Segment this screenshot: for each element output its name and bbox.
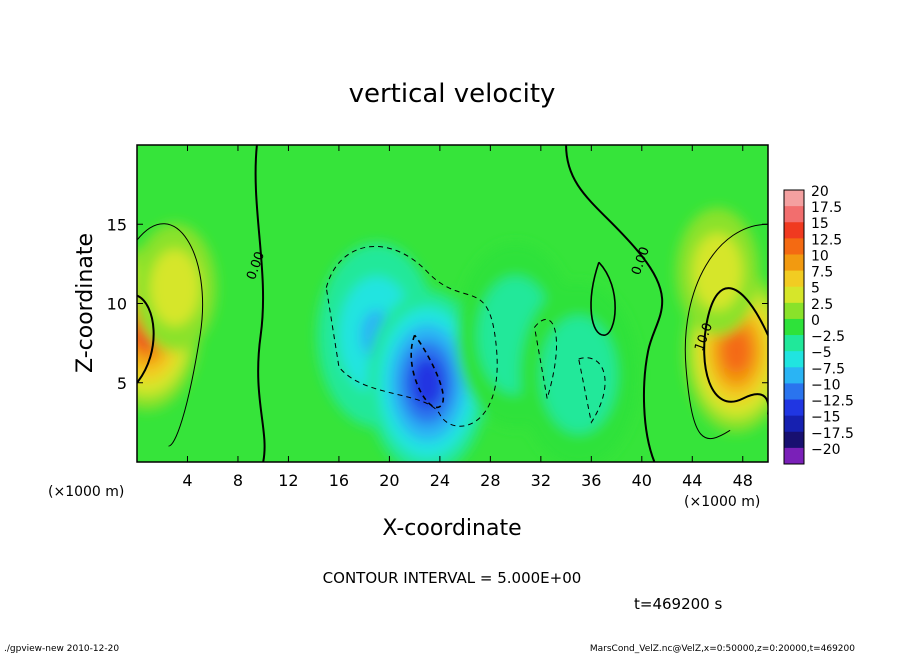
contour-five-right [684, 223, 768, 440]
x-tick-label-3: 16 [329, 471, 349, 490]
colorbar-label-16: −20 [811, 442, 841, 458]
colorbar-label-4: 10 [811, 248, 829, 264]
colorbar-swatch-8 [784, 318, 804, 336]
contour-five-left [137, 223, 204, 447]
colorbar-swatch-16 [784, 447, 804, 465]
colorbar-swatch-10 [784, 351, 804, 368]
field-region-7-4 [562, 349, 595, 400]
colorbar-label-7: 2.5 [811, 297, 833, 313]
footer-left: ./gpview-new 2010-12-20 [4, 644, 119, 654]
colorbar-swatch-13 [784, 399, 804, 417]
colorbar-label-0: 20 [811, 184, 829, 200]
colorbar-label-14: −15 [811, 410, 841, 426]
colorbar-swatch-1 [784, 206, 804, 223]
colorbar-swatch-0 [784, 190, 804, 207]
colorbar-label-11: −7.5 [811, 361, 845, 377]
x-units-right: (×1000 m) [684, 494, 760, 510]
colorbar: 2017.51512.5107.552.50−2.5−5−7.5−10−12.5… [783, 184, 854, 465]
colorbar-label-12: −10 [811, 377, 841, 393]
contour-negative-small [533, 318, 557, 399]
colorbar-label-6: 5 [811, 281, 820, 297]
x-tick-label-6: 28 [480, 471, 500, 490]
colorbar-swatch-6 [784, 286, 804, 304]
contour-lines [137, 145, 768, 462]
field-blobs [137, 207, 768, 462]
colorbar-swatch-5 [784, 270, 804, 288]
colorbar-swatch-2 [784, 222, 804, 239]
x-tick-label-9: 40 [632, 471, 652, 490]
colorbar-label-8: 0 [811, 313, 820, 329]
colorbar-swatch-11 [784, 367, 804, 384]
field-region-2-1 [150, 249, 200, 327]
x-tick-label-1: 8 [233, 471, 243, 490]
x-tick-label-7: 32 [531, 471, 551, 490]
x-axis-label: X-coordinate [382, 516, 521, 541]
x-tick-label-0: 4 [182, 471, 192, 490]
colorbar-swatch-4 [784, 254, 804, 272]
colorbar-label-13: −12.5 [811, 394, 854, 410]
contour-ten-left [137, 294, 155, 384]
field-region-1-4 [722, 328, 751, 374]
colorbar-label-5: 7.5 [811, 265, 833, 281]
x-tick-label-11: 48 [733, 471, 753, 490]
x-units-left: (×1000 m) [48, 484, 124, 500]
x-tick-label-10: 44 [682, 471, 702, 490]
x-tick-label-5: 24 [430, 471, 450, 490]
contour-zero-left [254, 145, 266, 462]
colorbar-label-15: −17.5 [811, 426, 854, 442]
contour-ten-right [703, 287, 768, 415]
contour-strong-downdraft [410, 334, 445, 409]
contour-zero-island [590, 261, 616, 337]
x-axis: 4 8 12 16 20 24 28 32 36 40 44 48 [182, 145, 753, 490]
contour-interval: CONTOUR INTERVAL = 5.000E+00 [323, 569, 582, 587]
y-tick-label-2: 15 [107, 215, 127, 234]
colorbar-label-3: 12.5 [811, 232, 842, 248]
colorbar-swatch-9 [784, 335, 804, 352]
x-tick-label-4: 20 [379, 471, 399, 490]
chart-title: vertical velocity [349, 79, 556, 109]
field-region-3-1 [692, 233, 743, 311]
x-tick-label-2: 12 [278, 471, 298, 490]
colorbar-frame [783, 189, 805, 465]
y-tick-label-0: 5 [117, 374, 127, 393]
time-label: t=469200 s [634, 595, 722, 613]
contour-negative-center [325, 246, 498, 427]
colorbar-swatch-12 [784, 383, 804, 401]
colorbar-swatch-7 [784, 302, 804, 320]
contour-negative-small-2 [578, 357, 606, 424]
colorbar-swatch-14 [784, 415, 804, 433]
y-axis: 5 10 15 [107, 215, 768, 393]
y-axis-label: Z-coordinate [73, 233, 98, 373]
contour-zero-right [565, 145, 664, 462]
colorbar-label-1: 17.5 [811, 200, 842, 216]
colorbar-label-9: −2.5 [811, 329, 845, 345]
colorbar-swatch-3 [784, 238, 804, 255]
y-tick-label-1: 10 [107, 295, 127, 314]
colorbar-label-2: 15 [811, 216, 829, 232]
footer-right: MarsCond_VelZ.nc@VelZ,x=0:50000,z=0:2000… [590, 644, 855, 654]
field-region-5-4 [411, 357, 444, 408]
colorbar-label-10: −5 [811, 345, 832, 361]
colorbar-swatch-15 [784, 431, 804, 449]
velocity-field [137, 207, 768, 462]
x-tick-label-8: 36 [581, 471, 601, 490]
